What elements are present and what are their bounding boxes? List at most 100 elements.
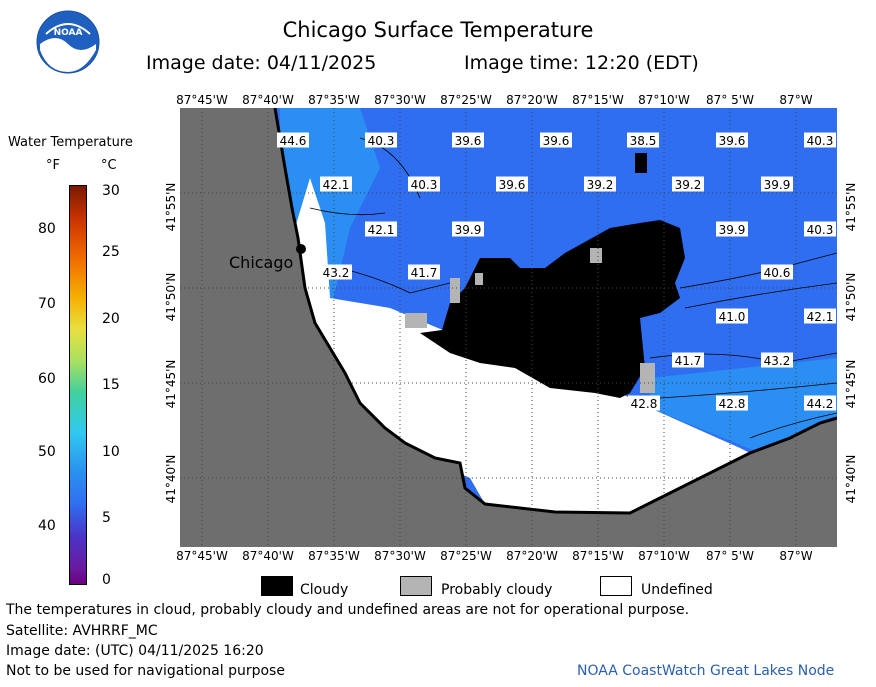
- temperature-label: 42.1: [320, 176, 352, 192]
- temperature-label: 39.9: [716, 221, 748, 237]
- temperature-label: 39.6: [540, 132, 572, 148]
- cloud-area: [420, 220, 685, 398]
- image-time: Image time: 12:20 (EDT): [464, 52, 699, 74]
- key-undefined-swatch: [600, 576, 632, 596]
- temperature-label: 44.6: [277, 132, 309, 148]
- temperature-label: 39.9: [761, 176, 793, 192]
- svg-text:44.6: 44.6: [280, 134, 307, 148]
- temperature-label: 43.2: [320, 264, 352, 280]
- legend-c-tick: 30: [102, 183, 120, 199]
- svg-text:41.7: 41.7: [411, 266, 438, 280]
- longitude-label: 87°W: [779, 93, 813, 107]
- latitude-label: 41°50'N: [844, 272, 858, 322]
- legend-unit-c: °C: [101, 158, 117, 173]
- temperature-label: 40.3: [804, 132, 836, 148]
- legend-f-tick: 80: [38, 221, 56, 237]
- legend-f-tick: 60: [38, 371, 56, 387]
- longitude-label: 87°30'W: [374, 549, 426, 563]
- svg-text:38.5: 38.5: [630, 134, 657, 148]
- temperature-label: 41.7: [408, 264, 440, 280]
- page-title: Chicago Surface Temperature: [282, 18, 594, 42]
- svg-text:41.0: 41.0: [719, 310, 746, 324]
- temperature-label: 40.3: [804, 221, 836, 237]
- svg-text:40.6: 40.6: [764, 266, 791, 280]
- latitude-label: 41°55'N: [844, 182, 858, 232]
- svg-text:40.3: 40.3: [411, 178, 438, 192]
- latitude-label: 41°40'N: [164, 454, 178, 504]
- svg-text:39.9: 39.9: [455, 223, 482, 237]
- key-cloudy-label: Cloudy: [300, 582, 349, 598]
- svg-text:43.2: 43.2: [764, 354, 791, 368]
- svg-text:39.9: 39.9: [764, 178, 791, 192]
- longitude-label: 87°35'W: [308, 93, 360, 107]
- longitude-label: 87°10'W: [638, 93, 690, 107]
- legend-c-tick: 0: [102, 572, 111, 588]
- legend-f-tick: 70: [38, 296, 56, 312]
- undefined-area: [295, 178, 750, 513]
- temperature-label: 40.3: [408, 176, 440, 192]
- svg-text:42.1: 42.1: [807, 310, 834, 324]
- temperature-label: 39.2: [584, 176, 616, 192]
- chicago-marker: [296, 244, 306, 254]
- probably-cloudy-patch: [450, 278, 460, 303]
- temperature-label: 41.7: [672, 352, 704, 368]
- footer-utc-date: Image date: (UTC) 04/11/2025 16:20: [6, 643, 264, 659]
- longitude-label: 87°30'W: [374, 93, 426, 107]
- key-probably-cloudy-label: Probably cloudy: [441, 582, 553, 598]
- land-west: [180, 108, 837, 547]
- longitude-label: 87°35'W: [308, 549, 360, 563]
- footer-navigation-note: Not to be used for navigational purpose: [6, 663, 285, 679]
- temperature-label: 42.8: [716, 395, 748, 411]
- longitude-label: 87°20'W: [506, 93, 558, 107]
- latitude-label: 41°40'N: [844, 454, 858, 504]
- legend-title: Water Temperature: [8, 135, 133, 150]
- svg-text:39.6: 39.6: [719, 134, 746, 148]
- temperature-label: 39.2: [672, 176, 704, 192]
- latitude-label: 41°45'N: [844, 359, 858, 409]
- svg-text:42.8: 42.8: [719, 397, 746, 411]
- temperature-label: 39.6: [496, 176, 528, 192]
- probably-cloudy-patch: [590, 248, 602, 263]
- probably-cloudy-patch: [475, 273, 483, 285]
- latitude-label: 41°50'N: [164, 272, 178, 322]
- svg-text:39.6: 39.6: [499, 178, 526, 192]
- longitude-label: 87°15'W: [572, 549, 624, 563]
- temperature-label: 44.2: [804, 395, 836, 411]
- legend-c-tick: 10: [102, 444, 120, 460]
- legend-c-tick: 25: [102, 244, 120, 260]
- temperature-label: 42.1: [804, 308, 836, 324]
- graticule: [180, 108, 837, 547]
- longitude-label: 87°20'W: [506, 549, 558, 563]
- legend-f-tick: 50: [38, 444, 56, 460]
- temperature-label: 38.5: [627, 132, 659, 148]
- temperature-label: 40.6: [761, 264, 793, 280]
- temperature-label: 42.1: [365, 221, 397, 237]
- legend-c-tick: 15: [102, 377, 120, 393]
- temperature-label: 39.6: [452, 132, 484, 148]
- longitude-label: 87° 5'W: [706, 93, 754, 107]
- svg-text:42.8: 42.8: [631, 397, 658, 411]
- longitude-label: 87°45'W: [176, 549, 228, 563]
- latitude-label: 41°55'N: [164, 182, 178, 232]
- svg-text:40.3: 40.3: [807, 134, 834, 148]
- longitude-label: 87°W: [779, 549, 813, 563]
- svg-text:40.3: 40.3: [368, 134, 395, 148]
- longitude-label: 87°40'W: [242, 549, 294, 563]
- key-cloudy-swatch: [261, 576, 293, 596]
- svg-text:43.2: 43.2: [323, 266, 350, 280]
- longitude-label: 87°45'W: [176, 93, 228, 107]
- legend-c-tick: 20: [102, 311, 120, 327]
- svg-text:42.1: 42.1: [323, 178, 350, 192]
- temperature-label: 39.6: [716, 132, 748, 148]
- noaa-logo-text: NOAA: [53, 28, 83, 38]
- footer-credit: NOAA CoastWatch Great Lakes Node: [577, 663, 835, 679]
- probably-cloudy-patch: [640, 363, 655, 393]
- key-undefined-label: Undefined: [641, 582, 713, 598]
- cloud-patch: [635, 153, 647, 173]
- svg-text:39.2: 39.2: [675, 178, 702, 192]
- longitude-label: 87°40'W: [242, 93, 294, 107]
- temperature-label: 39.9: [452, 221, 484, 237]
- svg-text:39.9: 39.9: [719, 223, 746, 237]
- legend-colorbar: [69, 185, 87, 585]
- longitude-label: 87° 5'W: [706, 549, 754, 563]
